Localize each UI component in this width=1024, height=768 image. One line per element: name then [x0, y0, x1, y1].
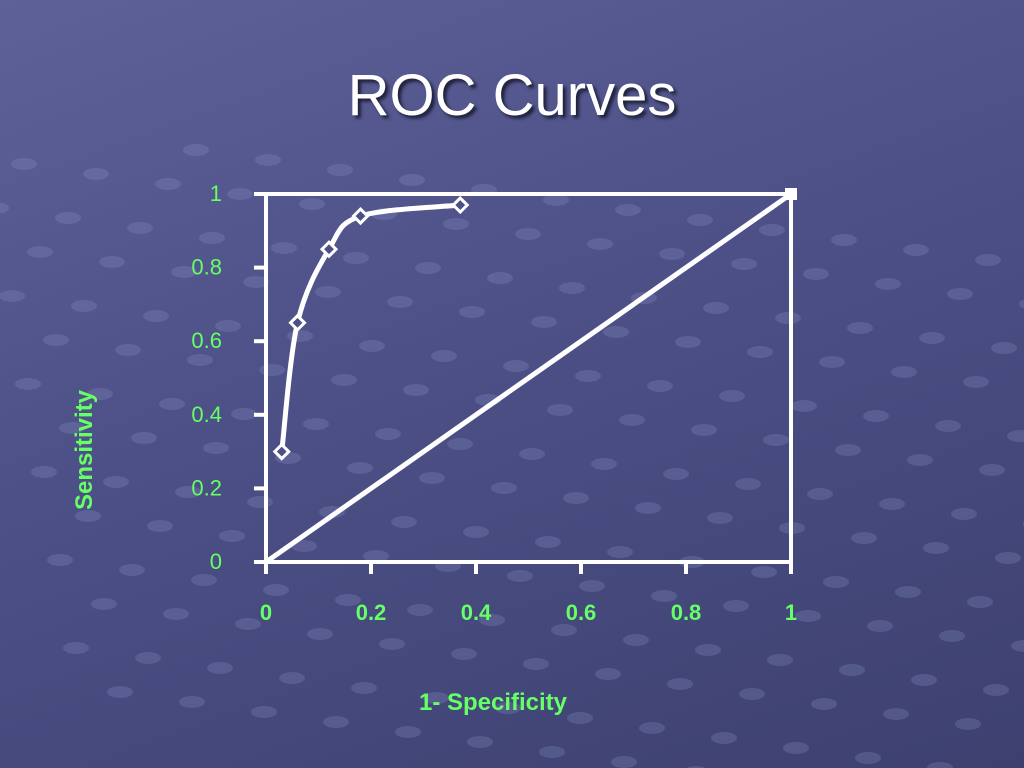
x-tick-label: 0: [260, 600, 272, 625]
data-point-marker: [785, 188, 797, 200]
x-axis-ticks: 0 0.2 0.4 0.6 0.8 1: [260, 562, 797, 625]
plot-area-frame: [264, 192, 793, 564]
series-layer: [263, 188, 797, 565]
y-tick-label: 1: [210, 181, 222, 206]
slide-title: ROC Curves: [347, 63, 677, 128]
roc-curve-line: [279, 202, 463, 455]
y-tick-label: 0: [210, 549, 222, 574]
y-tick-label: 0.6: [191, 328, 222, 353]
data-point-marker: [451, 195, 470, 215]
data-point-marker: [288, 313, 307, 332]
x-tick-label: 0.2: [356, 600, 387, 625]
y-tick-label: 0.8: [191, 255, 222, 280]
data-point-marker: [272, 442, 291, 461]
x-tick-label: 0.8: [671, 600, 702, 625]
y-tick-label: 0.2: [191, 475, 222, 500]
diagonal-reference-line: [263, 191, 794, 565]
y-tick-label: 0.4: [191, 402, 222, 427]
x-tick-label: 0.4: [461, 600, 492, 625]
y-axis-ticks: 0 0.2 0.4 0.6 0.8 1: [191, 181, 266, 574]
data-point-marker: [319, 240, 339, 259]
y-axis-label: Sensitivity: [71, 389, 98, 510]
x-tick-label: 0.6: [566, 600, 597, 625]
x-axis-label: 1- Specificity: [419, 689, 568, 716]
data-point-marker: [351, 206, 370, 226]
x-tick-label: 1: [785, 600, 797, 625]
